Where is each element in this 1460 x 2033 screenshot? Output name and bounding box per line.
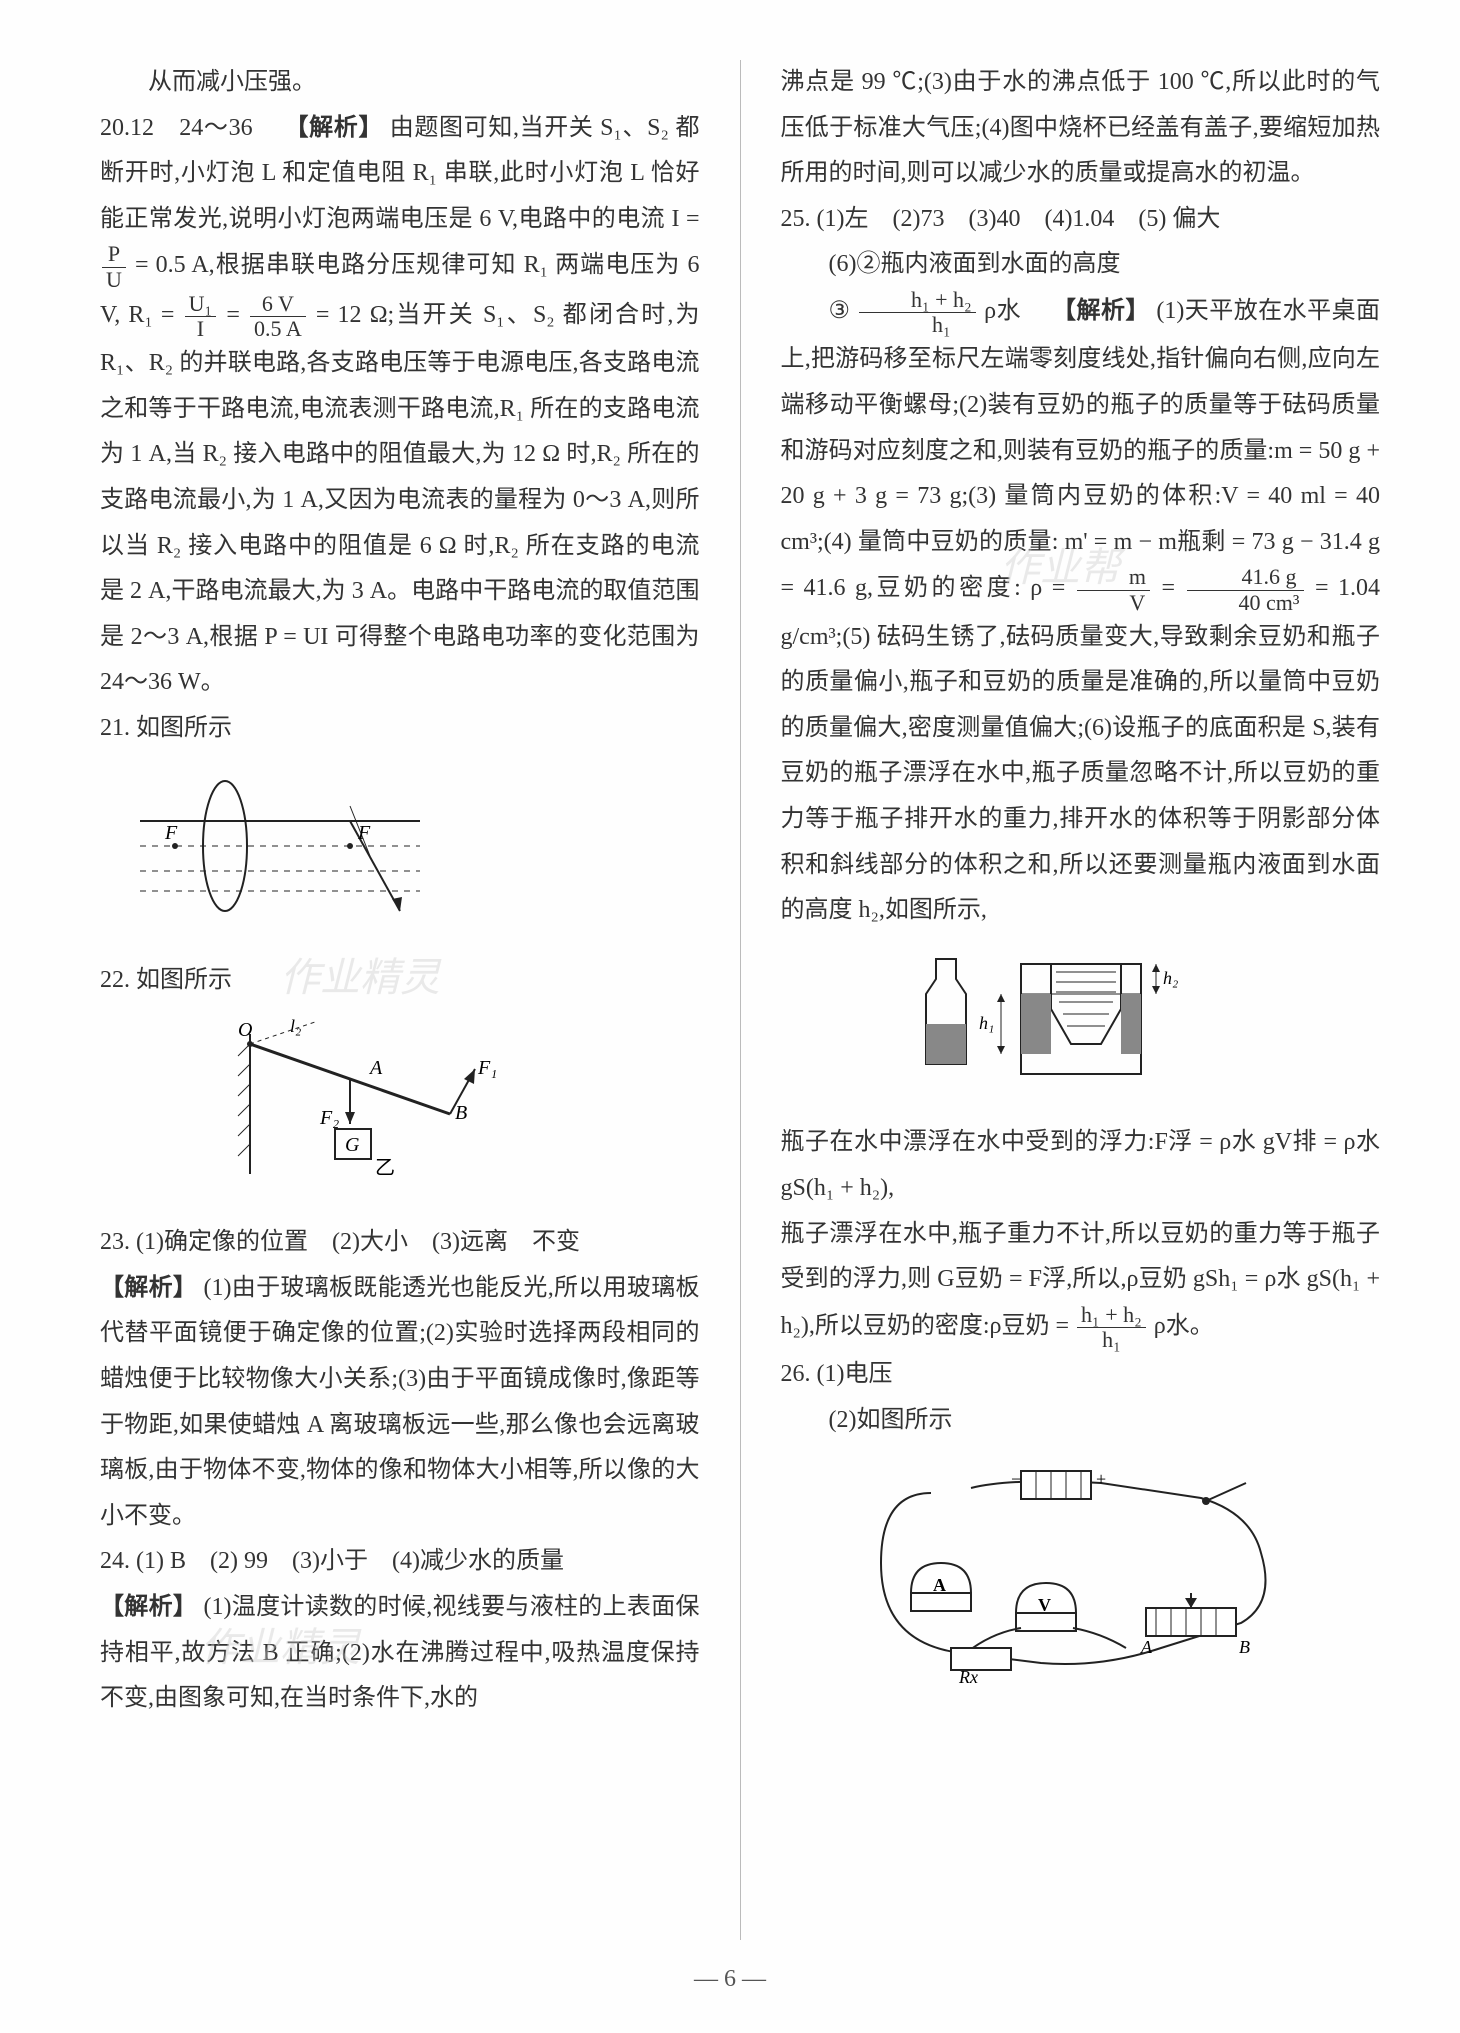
frac-den: 40 cm³ — [1187, 591, 1304, 615]
q21-number: 21. — [100, 715, 130, 741]
q26-a2: (2)如图所示 — [781, 1398, 1381, 1444]
right-column: 沸点是 99 ℃;(3)由于水的沸点低于 100 ℃,所以此时的气压低于标准大气… — [781, 60, 1381, 1940]
svg-text:h₁: h₁ — [979, 1013, 994, 1033]
q22-figure: O l₂ A B F₁ F₂ G 乙 — [220, 1014, 700, 1211]
svg-text:B: B — [1239, 1637, 1250, 1657]
q26-a1: (1)电压 — [817, 1361, 893, 1387]
frac-den: h₁ — [859, 313, 976, 337]
q20-body-4: = 12 Ω;当开关 S₁、S₂ 都闭合时,为 R₁、R₂ 的并联电路,各支路电… — [100, 302, 700, 695]
frac-num: P — [102, 242, 126, 267]
q25-line7-mid: ρ水 — [984, 298, 1045, 324]
svg-text:l₂: l₂ — [290, 1016, 301, 1036]
q25-line7-prefix: ③ — [829, 298, 851, 324]
q22-text: 如图所示 — [136, 967, 232, 993]
page: 从而减小压强。 20.12 24～36 【解析】 由题图可知,当开关 S₁、S₂… — [0, 0, 1460, 2033]
fraction: 6 V 0.5 A — [250, 292, 306, 341]
q25-after-fig-3: ρ水。 — [1154, 1313, 1214, 1339]
circuit-diagram-svg: − + A V — [841, 1453, 1281, 1683]
frac-num: U₁ — [185, 292, 217, 317]
q23-body: (1)由于玻璃板既能透光也能反光,所以用玻璃板代替平面镜便于确定像的位置;(2)… — [100, 1275, 700, 1529]
column-divider — [740, 60, 741, 1940]
q26-figure: − + A V — [841, 1453, 1381, 1700]
frac-num: h₁ + h₂ — [1077, 1303, 1146, 1328]
svg-text:A: A — [368, 1057, 383, 1079]
q25-number: 25. — [781, 206, 811, 232]
svg-text:B: B — [455, 1102, 467, 1124]
frac-den: 0.5 A — [250, 317, 306, 341]
fraction: h₁ + h₂ h₁ — [859, 288, 976, 337]
focal-label-left: F — [164, 822, 178, 844]
svg-text:乙: 乙 — [375, 1157, 395, 1179]
fraction: m V — [1077, 565, 1150, 614]
q23-answers: (1)确定像的位置 (2)大小 (3)远离 不变 — [136, 1229, 580, 1255]
svg-text:h₂: h₂ — [1163, 968, 1178, 988]
q24-continuation: 沸点是 99 ℃;(3)由于水的沸点低于 100 ℃,所以此时的气压低于标准大气… — [781, 60, 1381, 197]
frac-num: m — [1077, 565, 1150, 590]
q25-analysis: ③ h₁ + h₂ h₁ ρ水 【解析】 (1)天平放在水平桌面上,把游码移至标… — [781, 288, 1381, 934]
fraction: P U — [102, 242, 126, 291]
q20-number-answers: 20.12 24～36 — [100, 115, 278, 141]
frac-den: U — [102, 268, 126, 292]
fraction: 41.6 g 40 cm³ — [1187, 565, 1304, 614]
rho-eq-pre: ρ = — [1030, 576, 1065, 602]
q21-figure: F F — [140, 761, 700, 948]
two-column-layout: 从而减小压强。 20.12 24～36 【解析】 由题图可知,当开关 S₁、S₂… — [100, 60, 1380, 1940]
q24: 24. (1) B (2) 99 (3)小于 (4)减少水的质量 【解析】 (1… — [100, 1539, 700, 1721]
q26: 26. (1)电压 — [781, 1352, 1381, 1398]
q21: 21. 如图所示 — [100, 706, 700, 752]
analysis-label: 【解析】 — [285, 115, 384, 141]
q25-body: (1)天平放在水平桌面上,把游码移至标尺左端零刻度线处,指针偏向右侧,应向左端移… — [781, 298, 1381, 601]
svg-text:F₂: F₂ — [319, 1107, 339, 1129]
q25-line6: (6)②瓶内液面到水面的高度 — [781, 242, 1381, 288]
q23: 23. (1)确定像的位置 (2)大小 (3)远离 不变 【解析】 (1)由于玻… — [100, 1220, 700, 1539]
frac-den: V — [1077, 591, 1150, 615]
svg-text:F₁: F₁ — [477, 1057, 497, 1079]
q20: 20.12 24～36 【解析】 由题图可知,当开关 S₁、S₂ 都断开时,小灯… — [100, 106, 700, 706]
svg-text:O: O — [238, 1019, 252, 1041]
svg-text:A: A — [1140, 1637, 1153, 1657]
left-column: 从而减小压强。 20.12 24～36 【解析】 由题图可知,当开关 S₁、S₂… — [100, 60, 700, 1940]
q23-number: 23. — [100, 1229, 130, 1255]
focal-label-right: F — [357, 822, 371, 844]
q21-text: 如图所示 — [136, 715, 232, 741]
q25: 25. (1)左 (2)73 (3)40 (4)1.04 (5) 偏大 — [781, 197, 1381, 243]
q26-number: 26. — [781, 1361, 811, 1387]
lever-diagram-svg: O l₂ A B F₁ F₂ G 乙 — [220, 1014, 520, 1194]
analysis-label: 【解析】 — [100, 1275, 197, 1301]
rho-eq-mid: = — [1161, 576, 1175, 602]
fraction: U₁ I — [185, 292, 217, 341]
frac-den: I — [185, 317, 217, 341]
fraction: h₁ + h₂ h₁ — [1077, 1303, 1146, 1352]
continuation-text: 从而减小压强。 — [100, 60, 700, 106]
q24-number: 24. — [100, 1548, 130, 1574]
page-number: — 6 — — [0, 1957, 1460, 2003]
q25-answers: (1)左 (2)73 (3)40 (4)1.04 (5) 偏大 — [817, 206, 1221, 232]
frac-num: h₁ + h₂ — [859, 288, 976, 313]
lens-diagram-svg: F F — [140, 761, 420, 931]
svg-text:G: G — [345, 1134, 360, 1156]
q25-after-fig-1: 瓶子在水中漂浮在水中受到的浮力:F浮 = ρ水 gV排 = ρ水 gS(h₁ +… — [781, 1120, 1381, 1211]
analysis-label: 【解析】 — [1052, 298, 1150, 324]
frac-num: 41.6 g — [1187, 565, 1304, 590]
q20-body-3: = — [226, 302, 240, 328]
analysis-label: 【解析】 — [100, 1594, 197, 1620]
frac-num: 6 V — [250, 292, 306, 317]
svg-text:Rx: Rx — [958, 1667, 978, 1683]
frac-den: h₁ — [1077, 1328, 1146, 1352]
q25-after-fig-2: 瓶子漂浮在水中,瓶子重力不计,所以豆奶的重力等于瓶子受到的浮力,则 G豆奶 = … — [781, 1212, 1381, 1353]
bottle-diagram-svg: h₁ h₂ — [901, 944, 1201, 1094]
svg-text:A: A — [933, 1575, 946, 1595]
q22: 22. 如图所示 — [100, 958, 700, 1004]
q25-figure: h₁ h₂ — [901, 944, 1381, 1111]
rho-eq-post: = 1.04 g/cm³;(5) 砝码生锈了,砝码质量变大,导致剩余豆奶和瓶子的… — [781, 576, 1381, 924]
svg-text:V: V — [1038, 1595, 1051, 1615]
q24-answers: (1) B (2) 99 (3)小于 (4)减少水的质量 — [136, 1548, 564, 1574]
svg-text:−: − — [1011, 1469, 1021, 1489]
q22-number: 22. — [100, 967, 130, 993]
svg-text:+: + — [1096, 1469, 1106, 1489]
